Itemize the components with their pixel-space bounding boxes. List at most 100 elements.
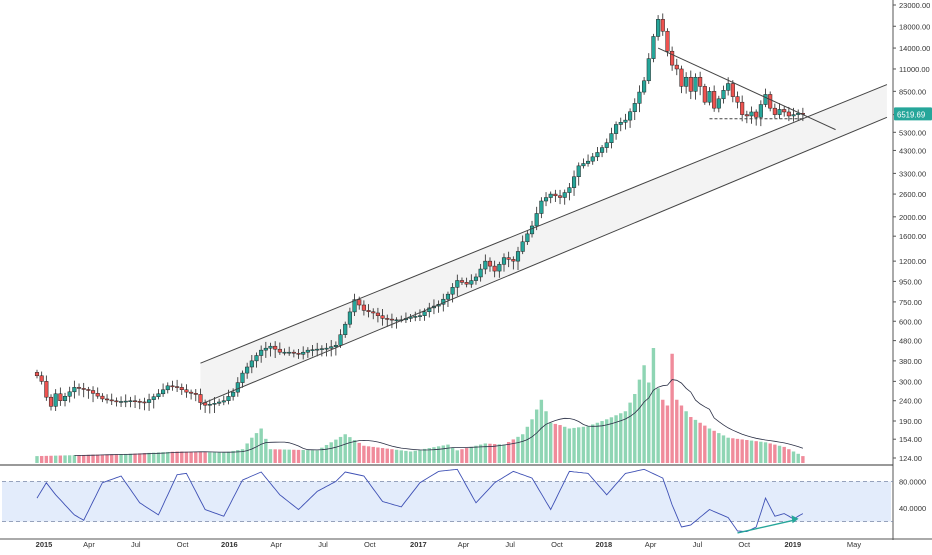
- candle-body: [198, 394, 203, 403]
- candle-body: [796, 113, 801, 115]
- candle-body: [483, 260, 488, 270]
- candle-body: [380, 315, 385, 319]
- volume-bar: [534, 409, 539, 463]
- candle-body: [263, 347, 268, 351]
- candle-body: [497, 264, 502, 272]
- candle-body: [772, 107, 777, 115]
- volume-bar: [287, 449, 291, 463]
- candle-body: [754, 111, 759, 118]
- time-tick-label: 2017: [410, 540, 427, 549]
- candle-body: [721, 90, 726, 100]
- candle-body: [511, 259, 516, 262]
- volume-moving-average: [74, 379, 804, 456]
- candle-body: [343, 323, 348, 335]
- candle-body: [67, 391, 72, 397]
- volume-bar: [138, 453, 142, 463]
- candle-body: [147, 399, 152, 403]
- time-tick-label: Oct: [551, 540, 564, 549]
- candle-body: [576, 165, 581, 177]
- volume-bar: [254, 433, 259, 463]
- volume-bar: [250, 437, 254, 463]
- channel-fill: [200, 84, 887, 405]
- volume-bar: [390, 449, 394, 463]
- candle-body: [492, 265, 497, 272]
- volume-bar: [110, 454, 114, 463]
- candle-body: [277, 348, 282, 353]
- volume-bar: [651, 348, 656, 463]
- volume-bar: [707, 428, 712, 463]
- volume-bar: [633, 394, 637, 463]
- volume-bar: [357, 442, 361, 463]
- candle-body: [777, 109, 782, 115]
- price-tick-label: 380.00: [899, 357, 922, 366]
- volume-bar: [324, 444, 329, 463]
- volume-bar: [44, 455, 49, 463]
- candle-body: [628, 111, 633, 121]
- volume-bar: [105, 454, 109, 463]
- candle-body: [170, 385, 175, 388]
- volume-bar: [717, 433, 721, 463]
- candle-body: [371, 311, 376, 314]
- volume-bar: [549, 422, 553, 463]
- volume-bar: [581, 426, 586, 463]
- axis-frame: [0, 0, 932, 540]
- price-tick-label: 480.00: [899, 337, 922, 346]
- volume-bar: [539, 399, 544, 463]
- volume-bar: [791, 451, 796, 463]
- candle-body: [361, 304, 366, 311]
- candle-body: [651, 36, 656, 59]
- volume-bar: [119, 454, 123, 463]
- price-tick-label: 18000.00: [899, 22, 930, 31]
- candle-layer: [34, 13, 805, 414]
- volume-bar: [189, 451, 193, 463]
- candle-body: [226, 396, 231, 401]
- volume-bar: [553, 423, 558, 463]
- price-tick-label: 600.00: [899, 317, 922, 326]
- volume-bar: [544, 411, 548, 463]
- candle-body: [744, 114, 749, 117]
- candle-body: [698, 76, 703, 87]
- volume-bar: [408, 451, 413, 463]
- volume-bar: [586, 426, 590, 463]
- candle-body: [656, 19, 661, 37]
- volume-bar: [782, 446, 786, 463]
- candle-body: [90, 390, 96, 394]
- volume-bar: [170, 451, 175, 463]
- candle-body: [184, 389, 189, 393]
- volume-bar: [642, 365, 646, 463]
- volume-bar: [320, 447, 324, 463]
- candle-body: [254, 355, 259, 362]
- volume-bar: [217, 452, 221, 463]
- volume-layer: [35, 348, 805, 463]
- volume-bar: [245, 443, 249, 463]
- volume-bar: [591, 424, 595, 463]
- candle-body: [142, 401, 147, 404]
- candle-body: [221, 400, 226, 403]
- candle-body: [487, 260, 493, 267]
- volume-bar: [455, 450, 459, 463]
- price-tick-label: 3300.00: [899, 169, 926, 178]
- volume-bar: [735, 438, 740, 463]
- candle-body: [455, 280, 460, 288]
- stochastic-oscillator-panel: 80.0000 40.0000: [2, 468, 926, 534]
- price-tick-label: 1600.00: [899, 232, 926, 241]
- candle-body: [179, 387, 184, 390]
- candle-body: [660, 19, 665, 32]
- candle-body: [305, 349, 310, 353]
- volume-bar: [166, 451, 170, 463]
- volume-bar: [768, 443, 772, 463]
- volume-bar: [623, 411, 628, 463]
- time-tick-label: Jul: [693, 540, 703, 549]
- candle-body: [245, 366, 250, 374]
- candle-body: [375, 312, 380, 316]
- volume-bar: [469, 446, 474, 463]
- volume-bar: [422, 448, 427, 463]
- candle-body: [156, 393, 161, 397]
- candle-body: [445, 293, 451, 300]
- last-price-badge: [894, 107, 932, 121]
- price-tick-label: 190.00: [899, 417, 922, 426]
- candle-body: [347, 311, 352, 325]
- candle-body: [693, 76, 698, 92]
- volume-bar: [418, 449, 422, 463]
- price-tick-label: 240.00: [899, 397, 922, 406]
